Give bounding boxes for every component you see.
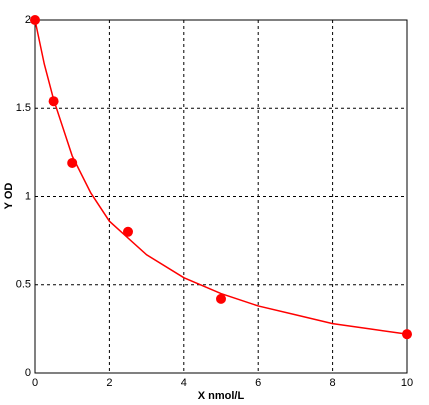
- plot-frame: [34, 19, 408, 374]
- data-point: [30, 15, 40, 25]
- y-axis-label: Y OD: [3, 183, 15, 210]
- x-tick-label: 4: [181, 377, 187, 389]
- data-point: [48, 96, 59, 107]
- x-tick-label: 2: [106, 377, 112, 389]
- data-point: [67, 157, 78, 168]
- x-tick-label: 8: [330, 377, 336, 389]
- data-point: [402, 329, 412, 340]
- y-tick-label: 1.5: [16, 102, 31, 114]
- y-tick-label: 1: [25, 190, 31, 202]
- data-point: [123, 226, 133, 237]
- x-tick-label: 6: [255, 377, 261, 389]
- data-point: [216, 293, 226, 304]
- x-axis-label: X nmol/L: [198, 390, 245, 402]
- x-tick-label: 0: [32, 377, 38, 389]
- y-tick-label: 2: [25, 14, 31, 26]
- y-tick-label: 0.5: [16, 279, 31, 291]
- y-tick-label: 0: [25, 367, 31, 379]
- fit-curve: [34, 19, 408, 335]
- x-tick-label: 10: [401, 377, 413, 389]
